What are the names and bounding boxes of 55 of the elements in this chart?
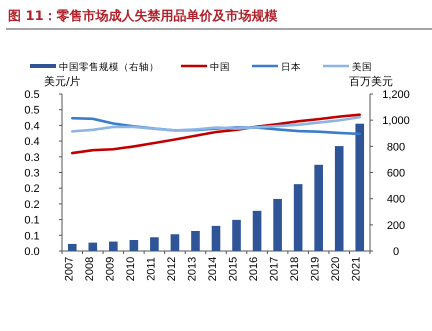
bar	[170, 234, 180, 251]
bar	[334, 146, 344, 251]
y2-tick-label: 200	[386, 220, 406, 232]
y-tick-label: 0.1	[24, 214, 40, 227]
y-tick-label: 0.2	[24, 183, 40, 196]
legend-label: 中国零售规模（右轴）	[59, 61, 159, 73]
y2-tick-label: 1,000	[382, 115, 410, 128]
x-tick-label: 2019	[310, 256, 322, 282]
chart-title: 图 11：零售市场成人失禁用品单价及市场规模	[8, 8, 278, 24]
x-tick-label: 2021	[350, 256, 363, 282]
y-tick-label: 0.5	[24, 89, 40, 101]
bar	[191, 230, 200, 251]
x-tick-label: 2010	[124, 256, 137, 282]
y-tick-label: 0.3	[24, 152, 40, 164]
x-tick-label: 2012	[166, 256, 178, 282]
legend-label: 中国	[210, 61, 230, 73]
y-tick-label: 0.1	[24, 230, 40, 242]
bar	[273, 198, 282, 251]
y-tick-label: 0.2	[24, 198, 40, 211]
x-tick-label: 2007	[63, 256, 76, 282]
x-tick-label: 2018	[289, 256, 302, 282]
y2-tick-label: 400	[386, 194, 406, 206]
bar	[355, 124, 364, 251]
y2-tick-label: 1,200	[382, 89, 410, 101]
x-tick-label: 2020	[330, 256, 342, 282]
x-tick-label: 2011	[145, 257, 158, 281]
x-tick-label: 2008	[84, 256, 96, 282]
x-tick-label: 2017	[268, 256, 281, 282]
y-tick-label: 0.3	[24, 168, 40, 180]
y-tick-label: 0.0	[24, 246, 40, 258]
x-tick-label: 2016	[248, 256, 260, 282]
y-tick-label: 0.4	[24, 120, 40, 132]
bar	[294, 184, 302, 251]
y2-tick-label: 800	[386, 141, 406, 154]
bar	[130, 240, 138, 251]
bar	[314, 164, 323, 251]
y2-tick-label: 600	[386, 168, 406, 180]
x-tick-label: 2009	[104, 256, 116, 282]
bar	[68, 244, 77, 251]
x-tick-label: 2015	[228, 256, 240, 282]
y-axis-title: 美元/片	[44, 75, 81, 88]
bar	[88, 242, 98, 251]
bar	[212, 226, 220, 251]
bar	[252, 210, 262, 251]
y2-axis-title: 百万美元	[349, 75, 393, 88]
legend-label: 日本	[281, 61, 301, 73]
y-tick-label: 0.4	[24, 136, 40, 148]
bar	[232, 220, 241, 251]
bar	[150, 237, 159, 251]
y2-tick-label: 0	[392, 246, 400, 258]
x-tick-label: 2014	[207, 256, 219, 282]
legend-label: 美国	[352, 61, 372, 73]
bar	[109, 242, 118, 251]
x-tick-label: 2013	[186, 256, 198, 282]
y-tick-label: 0.5	[24, 104, 40, 117]
